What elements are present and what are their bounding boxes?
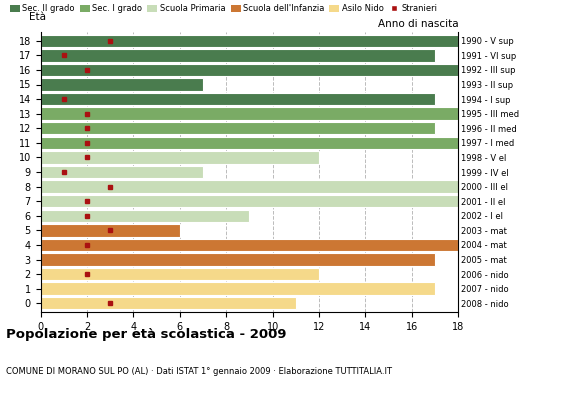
Bar	[41, 122, 435, 134]
Bar	[41, 78, 203, 91]
Bar	[41, 137, 458, 149]
Bar	[41, 180, 458, 193]
Bar	[41, 224, 180, 236]
Text: Età: Età	[29, 12, 46, 22]
Bar	[41, 195, 458, 207]
Bar	[41, 268, 319, 280]
Bar	[41, 108, 458, 120]
Text: COMUNE DI MORANO SUL PO (AL) · Dati ISTAT 1° gennaio 2009 · Elaborazione TUTTITA: COMUNE DI MORANO SUL PO (AL) · Dati ISTA…	[6, 367, 392, 376]
Bar	[41, 253, 435, 266]
Bar	[41, 297, 296, 310]
Bar	[41, 34, 458, 47]
Bar	[41, 151, 319, 164]
Bar	[41, 93, 435, 105]
Bar	[41, 239, 458, 251]
Bar	[41, 64, 458, 76]
Bar	[41, 210, 249, 222]
Text: Anno di nascita: Anno di nascita	[378, 19, 458, 29]
Bar	[41, 282, 435, 295]
Legend: Sec. II grado, Sec. I grado, Scuola Primaria, Scuola dell'Infanzia, Asilo Nido, : Sec. II grado, Sec. I grado, Scuola Prim…	[10, 4, 437, 13]
Bar	[41, 49, 435, 62]
Text: Popolazione per età scolastica - 2009: Popolazione per età scolastica - 2009	[6, 328, 287, 341]
Bar	[41, 166, 203, 178]
